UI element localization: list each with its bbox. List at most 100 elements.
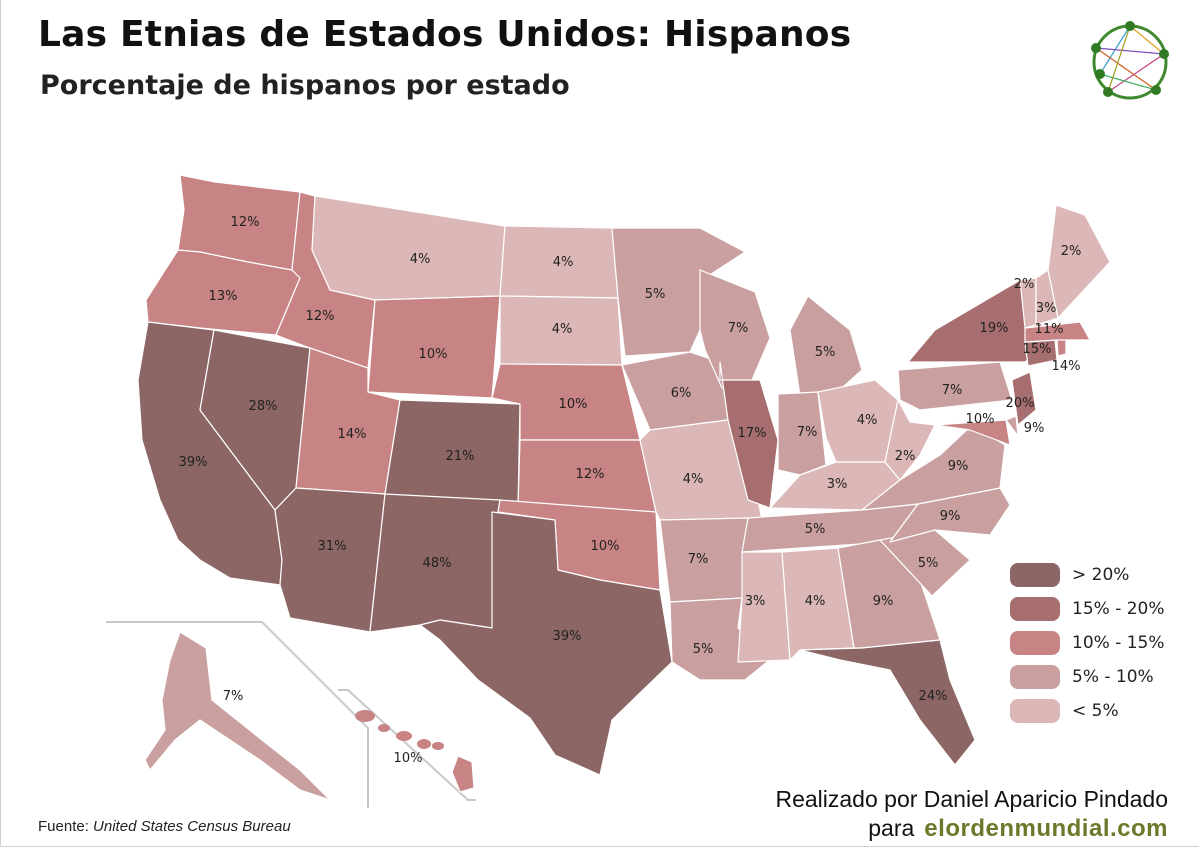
state-label-al: 4%	[805, 594, 826, 609]
legend-item: 5% - 10%	[1010, 660, 1165, 694]
state-label-mi: 5%	[815, 345, 836, 360]
state-label-id: 12%	[306, 309, 335, 324]
hawaii-island	[355, 710, 375, 722]
legend-item: < 5%	[1010, 694, 1165, 728]
credit-para: para	[868, 815, 915, 841]
state-label-in: 7%	[797, 425, 818, 440]
state-label-ny: 19%	[980, 321, 1009, 336]
state-tx[interactable]	[419, 511, 673, 776]
legend-swatch	[1010, 597, 1060, 621]
state-label-tx: 39%	[553, 629, 582, 644]
state-label-hi: 10%	[394, 751, 423, 766]
state-label-va: 9%	[948, 459, 969, 474]
state-label-co: 21%	[446, 449, 475, 464]
state-label-wy: 10%	[419, 347, 448, 362]
state-label-md: 10%	[966, 412, 995, 427]
source-value: United States Census Bureau	[93, 818, 291, 835]
state-label-il: 17%	[738, 426, 767, 441]
state-ma[interactable]	[1024, 321, 1091, 343]
legend-label: 15% - 20%	[1072, 599, 1165, 619]
legend-swatch	[1010, 665, 1060, 689]
state-label-fl: 24%	[919, 689, 948, 704]
state-de[interactable]	[1005, 415, 1019, 437]
alaska-inset-border	[106, 621, 369, 808]
state-label-ia: 6%	[671, 386, 692, 401]
legend-label: 10% - 15%	[1072, 633, 1165, 653]
map-title: Las Etnias de Estados Unidos: Hispanos	[38, 14, 852, 55]
credit-block: Realizado por Daniel Aparicio Pindado pa…	[775, 786, 1168, 843]
source-label: Fuente:	[38, 818, 89, 835]
state-label-nh: 3%	[1036, 301, 1057, 316]
state-label-ky: 3%	[827, 477, 848, 492]
state-label-oh: 4%	[857, 413, 878, 428]
state-ri[interactable]	[1056, 337, 1067, 357]
state-me[interactable]	[1047, 204, 1111, 319]
state-label-ks: 12%	[576, 467, 605, 482]
legend-item: > 20%	[1010, 558, 1165, 592]
state-label-ca: 39%	[179, 455, 208, 470]
state-label-az: 31%	[318, 539, 347, 554]
hawaii-inset-border	[338, 689, 476, 801]
state-label-wi: 7%	[728, 321, 749, 336]
state-label-ma: 11%	[1035, 322, 1064, 337]
hawaii-island	[378, 724, 390, 732]
state-label-ms: 3%	[745, 594, 766, 609]
legend-item: 15% - 20%	[1010, 592, 1165, 626]
state-ms[interactable]	[737, 551, 791, 663]
site-link[interactable]: elordenmundial.com	[924, 815, 1168, 842]
state-label-ne: 10%	[559, 397, 588, 412]
credit-site-line: para elordenmundial.com	[775, 815, 1168, 843]
legend-swatch	[1010, 699, 1060, 723]
state-az[interactable]	[274, 487, 386, 633]
legend-swatch	[1010, 631, 1060, 655]
legend-swatch	[1010, 563, 1060, 587]
state-label-ut: 14%	[338, 427, 367, 442]
state-label-mt: 4%	[410, 252, 431, 267]
state-label-ar: 7%	[688, 552, 709, 567]
state-label-de: 9%	[1024, 421, 1045, 436]
state-label-nv: 28%	[249, 399, 278, 414]
legend-label: > 20%	[1072, 565, 1130, 585]
legend: > 20% 15% - 20% 10% - 15% 5% - 10% < 5%	[1010, 558, 1165, 728]
state-hi[interactable]	[451, 755, 475, 793]
map-subtitle: Porcentaje de hispanos por estado	[40, 70, 570, 101]
state-label-tn: 5%	[805, 522, 826, 537]
hawaii-island	[417, 739, 431, 749]
state-label-sc: 5%	[918, 556, 939, 571]
state-nj[interactable]	[1011, 371, 1037, 426]
state-label-nd: 4%	[553, 255, 574, 270]
state-md[interactable]	[934, 419, 1011, 446]
hawaii-island	[432, 742, 444, 750]
state-label-la: 5%	[693, 642, 714, 657]
legend-label: 5% - 10%	[1072, 667, 1154, 687]
state-il[interactable]	[719, 361, 779, 509]
state-label-ak: 7%	[223, 689, 244, 704]
state-mt[interactable]	[311, 195, 506, 301]
state-label-nc: 9%	[940, 509, 961, 524]
state-label-or: 13%	[209, 289, 238, 304]
state-ak[interactable]	[144, 631, 331, 801]
state-label-me: 2%	[1061, 244, 1082, 259]
credit-text: Realizado por Daniel Aparicio Pindado	[775, 786, 1168, 812]
state-label-nj: 20%	[1006, 396, 1035, 411]
state-label-ri: 14%	[1052, 359, 1081, 374]
state-label-ct: 15%	[1023, 342, 1052, 357]
state-label-wa: 12%	[231, 215, 260, 230]
hawaii-island	[396, 731, 412, 741]
state-label-ga: 9%	[873, 594, 894, 609]
legend-label: < 5%	[1072, 701, 1119, 721]
state-fl[interactable]	[799, 639, 976, 766]
source-note: Fuente: United States Census Bureau	[38, 818, 291, 835]
legend-item: 10% - 15%	[1010, 626, 1165, 660]
state-label-nm: 48%	[423, 556, 452, 571]
state-label-mn: 5%	[645, 287, 666, 302]
state-label-mo: 4%	[683, 472, 704, 487]
state-label-vt: 2%	[1014, 277, 1035, 292]
elordenmundial-logo	[1091, 21, 1169, 100]
state-label-wv: 2%	[895, 449, 916, 464]
state-label-sd: 4%	[552, 322, 573, 337]
state-label-ok: 10%	[591, 539, 620, 554]
state-label-pa: 7%	[942, 383, 963, 398]
state-pa[interactable]	[897, 361, 1013, 411]
